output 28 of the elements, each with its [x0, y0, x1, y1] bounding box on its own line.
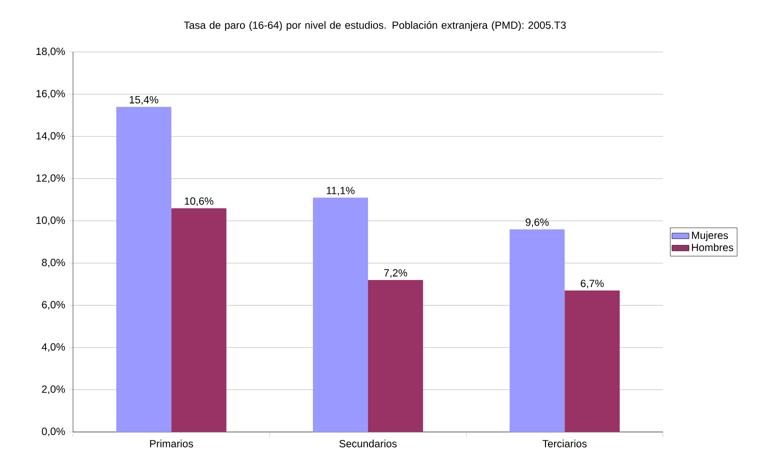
y-tick-label: 8,0% — [42, 258, 65, 268]
data-label: 11,1% — [326, 186, 355, 196]
bar — [171, 208, 226, 432]
bar — [116, 106, 172, 432]
legend-label: Hombres — [692, 243, 734, 252]
bar — [368, 280, 424, 432]
data-label: 7,2% — [384, 269, 408, 278]
bar — [510, 229, 565, 432]
data-label: 15,4% — [130, 96, 158, 105]
chart-title: Tasa de paro (16-64) por nivel de estudios. Población extranjera (PMD): 2005.T3 — [184, 21, 566, 31]
y-tick-label: 14,0% — [36, 132, 65, 141]
legend-label: Mujeres — [692, 231, 728, 242]
y-tick-label: 4,0% — [42, 343, 65, 352]
y-tick-label: 12,0% — [36, 174, 65, 183]
y-tick-label: 2,0% — [42, 385, 65, 394]
data-label: 9,6% — [526, 218, 549, 228]
x-tick-label: Terciarios — [542, 440, 587, 448]
y-tick-label: 0,0% — [42, 428, 65, 436]
bar — [564, 290, 620, 432]
y-tick-label: 18,0% — [36, 48, 65, 56]
x-tick-label: Primarios — [150, 440, 194, 448]
data-label: 6,7% — [580, 280, 604, 288]
y-tick-label: 16,0% — [36, 90, 65, 99]
y-tick-label: 6,0% — [42, 301, 65, 310]
data-label: 10,6% — [184, 197, 214, 206]
bar — [312, 198, 368, 432]
x-tick-label: Secundarios — [339, 440, 397, 448]
y-tick-label: 10,0% — [36, 216, 65, 226]
